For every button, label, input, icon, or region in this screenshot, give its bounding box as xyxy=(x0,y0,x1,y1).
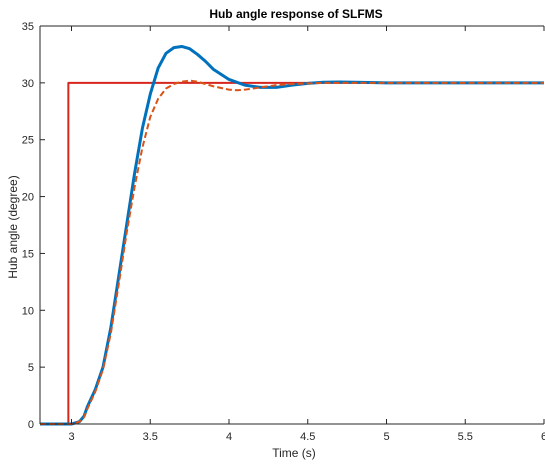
x-tick-label: 3.5 xyxy=(143,431,158,443)
y-axis-label: Hub angle (degree) xyxy=(6,175,20,278)
x-tick-label: 5 xyxy=(383,431,389,443)
axes-background xyxy=(40,26,544,424)
y-tick-label: 35 xyxy=(22,21,34,33)
x-tick-label: 6 xyxy=(541,431,545,443)
x-axis-label: Time (s) xyxy=(272,446,316,460)
series-line-3 xyxy=(40,79,544,425)
chart-title: Hub angle response of SLFMS xyxy=(209,7,382,21)
y-tick-label: 30 xyxy=(22,78,34,90)
y-tick-label: 10 xyxy=(22,305,34,317)
y-tick-label: 5 xyxy=(28,362,34,374)
y-tick-label: 15 xyxy=(22,248,34,260)
x-tick-label: 3 xyxy=(68,431,74,443)
y-tick-label: 25 xyxy=(22,135,34,147)
x-tick-label: 5.5 xyxy=(458,431,473,443)
x-tick-label: 4.5 xyxy=(300,431,315,443)
x-tick-label: 4 xyxy=(226,431,232,443)
y-tick-label: 0 xyxy=(28,419,34,431)
y-tick-label: 20 xyxy=(22,192,34,204)
plot-area: 3 3.5 4 4.5 5 5.5 6 0 5 10 15 20 25 30 35 xyxy=(22,21,545,443)
